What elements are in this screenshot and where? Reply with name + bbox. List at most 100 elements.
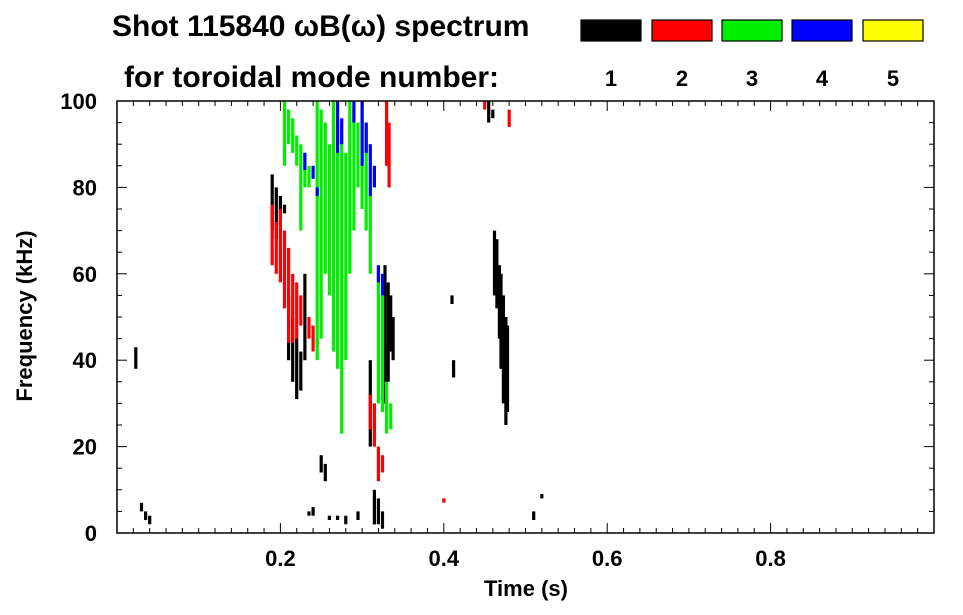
data-point [291,118,295,153]
data-point [299,351,303,391]
data-point [492,230,497,296]
data-point [311,325,315,352]
data-point [295,338,299,400]
data-point [323,122,327,274]
data-point [327,515,331,520]
data-point [391,317,395,361]
data-point [386,282,390,382]
data-point [319,109,323,339]
data-point [323,463,327,482]
data-point [380,295,385,412]
data-point [483,101,487,110]
data-point [368,187,372,274]
y-tick-label: 100 [60,89,97,114]
tick-labels: 0.2 0.4 0.6 0.8 0 20 40 60 80 100 [60,89,786,571]
axis-ticks [117,101,934,533]
data-point [380,511,385,529]
data-point [303,152,307,171]
data-point [336,122,340,369]
data-point [344,152,348,361]
data-point [315,187,319,196]
data-point [499,273,503,369]
data-point [501,295,505,404]
data-point [278,209,282,283]
data-point [387,122,391,188]
data-point [336,101,340,153]
data-point [376,273,380,404]
legend-swatch-1 [580,19,642,42]
data-point [383,265,387,404]
data-point [311,507,315,516]
data-point [282,230,287,309]
data-point [452,360,456,378]
x-tick-label: 0.8 [755,546,786,571]
data-point [376,446,380,482]
legend-swatch-4 [791,19,853,42]
data-point [282,101,287,166]
legend-swatch-5 [862,19,924,42]
data-point [385,381,389,434]
data-point [287,109,291,145]
data-point [380,273,385,296]
data-point [348,101,352,274]
data-point [389,295,393,352]
data-point [315,101,319,361]
data-point [295,282,299,339]
data-point [352,109,356,231]
legend-label-2: 2 [676,66,688,91]
data-point [364,122,368,231]
legend-label-3: 3 [746,66,758,91]
chart-title: Shot 115840 ωB(ω) spectrum [112,10,529,43]
data-point [148,515,152,525]
data-point [295,135,299,166]
data-point [540,494,544,499]
data-point [360,101,364,166]
legend-swatch-2 [651,19,713,42]
data-point [291,317,295,382]
data-point [311,165,315,179]
legend-label-1: 1 [605,66,617,91]
data-point [376,265,380,283]
data-point [307,165,311,188]
y-tick-label: 20 [73,435,97,460]
data-point [336,515,340,520]
data-point [368,144,372,196]
x-tick-label: 0.2 [265,546,296,571]
series-n4 [303,101,385,296]
data-point [385,101,389,166]
legend-label-5: 5 [887,66,899,91]
data-point [356,122,360,188]
data-point [372,403,376,447]
data-point [319,455,323,473]
y-tick-label: 80 [73,175,97,200]
legend-swatch-3 [721,19,783,42]
data-point [450,295,454,304]
data-point [287,247,291,343]
data-point [303,273,307,361]
data-point [389,403,393,430]
data-point [491,109,495,119]
data-point [331,101,336,352]
data-point [282,204,287,214]
data-point [380,455,385,473]
data-point [139,502,144,512]
data-point [356,511,360,520]
series-layer [134,101,544,529]
data-point [372,165,376,188]
chart-subtitle: for toroidal mode number: [124,61,499,94]
y-tick-label: 40 [73,348,97,373]
data-point [270,174,274,231]
data-point [299,295,303,326]
x-tick-label: 0.6 [592,546,623,571]
data-point [487,101,491,123]
series-n3 [282,101,393,434]
data-point [274,222,278,274]
legend-label-4: 4 [816,66,829,91]
series-n1 [134,101,544,529]
data-point [372,489,376,525]
y-tick-label: 60 [73,262,97,287]
data-point [344,515,348,525]
data-point [442,498,446,503]
y-axis-label: Frequency (kHz) [12,230,37,401]
